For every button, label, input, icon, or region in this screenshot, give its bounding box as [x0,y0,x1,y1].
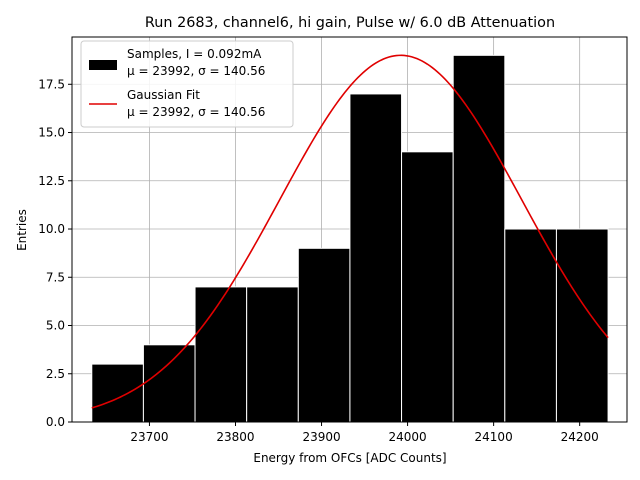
histogram-bar [452,54,506,423]
x-tick-label: 23900 [302,430,340,444]
histogram-bar [194,286,248,423]
x-tick-label: 24100 [475,430,513,444]
histogram-bar [555,228,609,423]
x-tick-label: 24000 [388,430,426,444]
y-tick-label: 5.0 [46,319,65,333]
legend-fit-line2: μ = 23992, σ = 140.56 [127,105,265,119]
histogram-bar [142,344,196,423]
histogram-bars [91,54,609,423]
y-tick-label: 7.5 [46,270,65,284]
chart-title: Run 2683, channel6, hi gain, Pulse w/ 6.… [145,15,555,31]
x-tick-label: 23700 [130,430,168,444]
legend-samples-line2: μ = 23992, σ = 140.56 [127,64,265,78]
histogram-bar [297,247,351,423]
histogram-bar [349,93,403,423]
y-tick-label: 12.5 [38,174,65,188]
x-tick-label: 24200 [561,430,599,444]
y-tick-label: 15.0 [38,126,65,140]
y-axis-label: Entries [15,209,29,251]
gaussian-fit-curve [91,54,609,409]
legend: Samples, I = 0.092mA μ = 23992, σ = 140.… [80,40,294,128]
y-axis-ticks: 0.0 2.5 5.0 7.5 10.0 12.5 15.0 17.5 [38,77,72,429]
y-tick-label: 10.0 [38,222,65,236]
x-tick-label: 23800 [216,430,254,444]
histogram-bar [504,228,557,423]
x-axis-ticks: 23700 23800 23900 24000 24100 24200 [130,422,599,444]
x-axis-label: Energy from OFCs [ADC Counts] [253,451,446,465]
legend-samples-line1: Samples, I = 0.092mA [127,47,262,61]
legend-box [80,40,294,128]
legend-samples-swatch [89,60,117,70]
legend-fit-line1: Gaussian Fit [127,88,200,102]
histogram-bar [401,151,454,423]
y-tick-label: 17.5 [38,77,65,91]
histogram-bar [91,363,144,423]
histogram-bar [246,286,299,423]
y-tick-label: 0.0 [46,415,65,429]
y-tick-label: 2.5 [46,367,65,381]
